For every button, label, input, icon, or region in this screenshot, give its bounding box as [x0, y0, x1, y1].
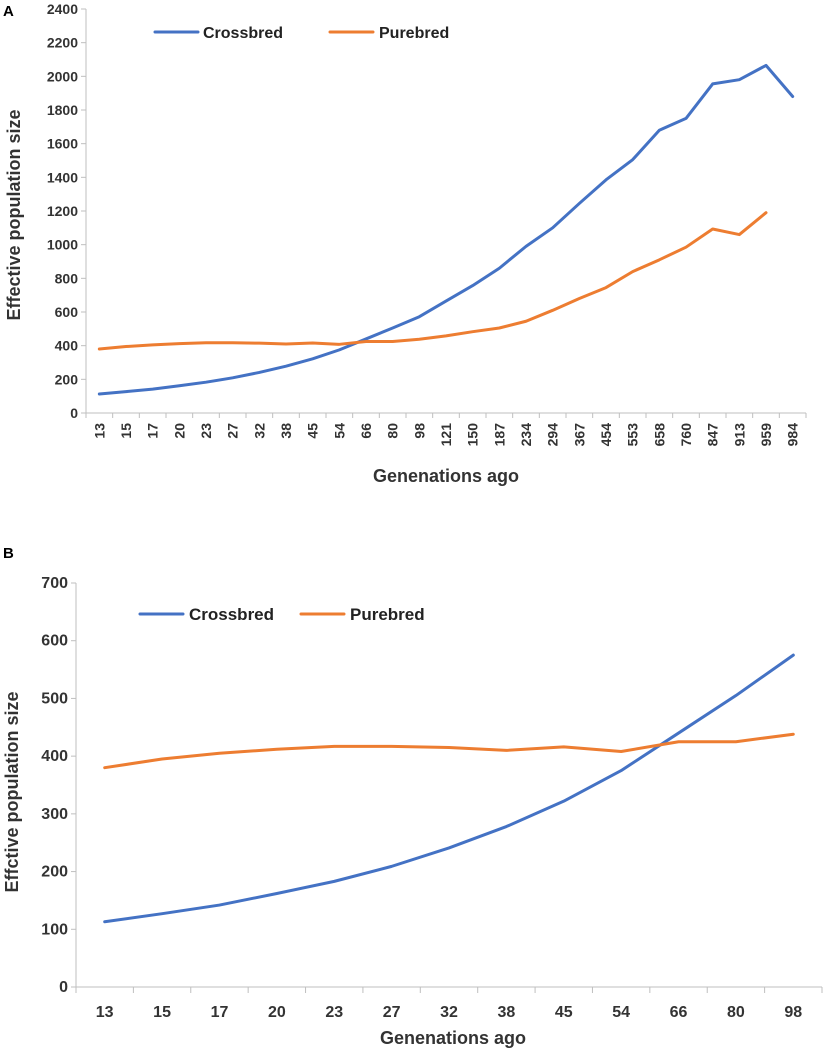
panel-b-legend-purebred-label: Purebred	[350, 605, 425, 624]
panel-a-legend-crossbred-label: Crossbred	[203, 25, 283, 42]
x-tick-label: 13	[91, 423, 107, 439]
y-tick-label: 300	[41, 806, 68, 823]
panel-a-letter: A	[3, 3, 14, 20]
x-tick-label: 367	[571, 423, 587, 447]
panel-a-y-axis-label: Effective population size	[4, 109, 24, 320]
x-tick-label: 80	[727, 1004, 745, 1021]
x-tick-label: 23	[325, 1004, 343, 1021]
panel-a-x-ticks: 13 15 17 20 23 27 32 38 45 54 66 80 98 121 150 187 234 29…	[85, 413, 807, 447]
x-tick-label: 17	[145, 423, 161, 439]
panel-b: B Effctive population size Genenations a…	[2, 545, 823, 1048]
y-tick-label: 100	[41, 921, 68, 938]
panel-a-y-ticks: 0 200 400 600 800 1000 1200 1400 1600 1800 2000 220…	[47, 1, 86, 421]
x-tick-label: 66	[358, 423, 374, 439]
x-tick-label: 17	[211, 1004, 229, 1021]
y-tick-label: 600	[41, 633, 68, 650]
y-tick-label: 1400	[47, 169, 78, 185]
x-tick-label: 847	[705, 423, 721, 447]
x-tick-label: 294	[545, 423, 561, 447]
panel-a-legend-purebred-label: Purebred	[379, 25, 449, 42]
y-tick-label: 1200	[47, 203, 78, 219]
panel-b-axes	[75, 583, 822, 988]
x-tick-label: 38	[497, 1004, 515, 1021]
panel-a-x-axis-label: Genenations ago	[373, 466, 519, 486]
y-tick-label: 0	[59, 979, 68, 996]
x-tick-label: 15	[118, 423, 134, 439]
panel-a-axes	[85, 9, 806, 414]
y-tick-label: 700	[41, 575, 68, 592]
x-tick-label: 80	[385, 423, 401, 439]
panel-b-legend-crossbred-label: Crossbred	[189, 605, 274, 624]
panel-a-series	[97, 63, 795, 396]
x-tick-label: 66	[670, 1004, 688, 1021]
x-tick-label: 150	[465, 423, 481, 447]
panel-b-x-ticks: 13 15 17 20 23 27 32 38 45 54 66 80 98	[75, 987, 823, 1021]
x-tick-label: 454	[598, 423, 614, 447]
x-tick-label: 20	[171, 423, 187, 439]
panel-a-legend: Crossbred Purebred	[153, 25, 449, 42]
y-tick-label: 200	[41, 864, 68, 881]
x-tick-label: 27	[383, 1004, 401, 1021]
x-tick-label: 959	[758, 423, 774, 447]
y-tick-label: 800	[55, 270, 79, 286]
y-tick-label: 2400	[47, 1, 78, 17]
x-tick-label: 32	[251, 423, 267, 439]
x-tick-label: 13	[96, 1004, 114, 1021]
x-tick-label: 20	[268, 1004, 286, 1021]
x-tick-label: 553	[625, 423, 641, 447]
x-tick-label: 984	[785, 423, 801, 447]
panel-b-series	[103, 653, 795, 924]
y-tick-label: 400	[55, 338, 79, 354]
panel-b-y-axis-label: Effctive population size	[2, 691, 22, 892]
panel-b-legend: Crossbred Purebred	[138, 605, 425, 624]
y-tick-label: 500	[41, 690, 68, 707]
y-tick-label: 1600	[47, 136, 78, 152]
x-tick-label: 913	[731, 423, 747, 447]
x-tick-label: 121	[438, 423, 454, 447]
panel-b-series-line-crossbred	[103, 653, 795, 924]
x-tick-label: 27	[225, 423, 241, 439]
panel-a-series-line-crossbred	[97, 63, 795, 396]
x-tick-label: 187	[491, 423, 507, 447]
x-tick-label: 45	[555, 1004, 573, 1021]
panel-a-series-line-purebred	[97, 211, 768, 351]
panel-a: A Effective population size Genenations …	[3, 1, 807, 486]
x-tick-label: 98	[784, 1004, 802, 1021]
x-tick-label: 15	[153, 1004, 171, 1021]
x-tick-label: 760	[678, 423, 694, 447]
panel-b-x-axis-label: Genenations ago	[380, 1028, 526, 1048]
x-tick-label: 658	[651, 423, 667, 447]
x-tick-label: 234	[518, 423, 534, 447]
panel-b-series-line-purebred	[103, 732, 795, 770]
x-tick-label: 45	[305, 423, 321, 439]
x-tick-label: 38	[278, 423, 294, 439]
panel-b-y-ticks: 0 100 200 300 400 500 600 700	[41, 575, 76, 996]
panel-b-letter: B	[3, 545, 14, 562]
x-tick-label: 54	[612, 1004, 630, 1021]
x-tick-label: 32	[440, 1004, 458, 1021]
y-tick-label: 2200	[47, 35, 78, 51]
y-tick-label: 2000	[47, 68, 78, 84]
y-tick-label: 1000	[47, 237, 78, 253]
x-tick-label: 23	[198, 423, 214, 439]
x-tick-label: 54	[331, 423, 347, 439]
y-tick-label: 0	[70, 405, 78, 421]
y-tick-label: 400	[41, 748, 68, 765]
y-tick-label: 600	[55, 304, 79, 320]
y-tick-label: 200	[55, 371, 79, 387]
y-tick-label: 1800	[47, 102, 78, 118]
x-tick-label: 98	[411, 423, 427, 439]
